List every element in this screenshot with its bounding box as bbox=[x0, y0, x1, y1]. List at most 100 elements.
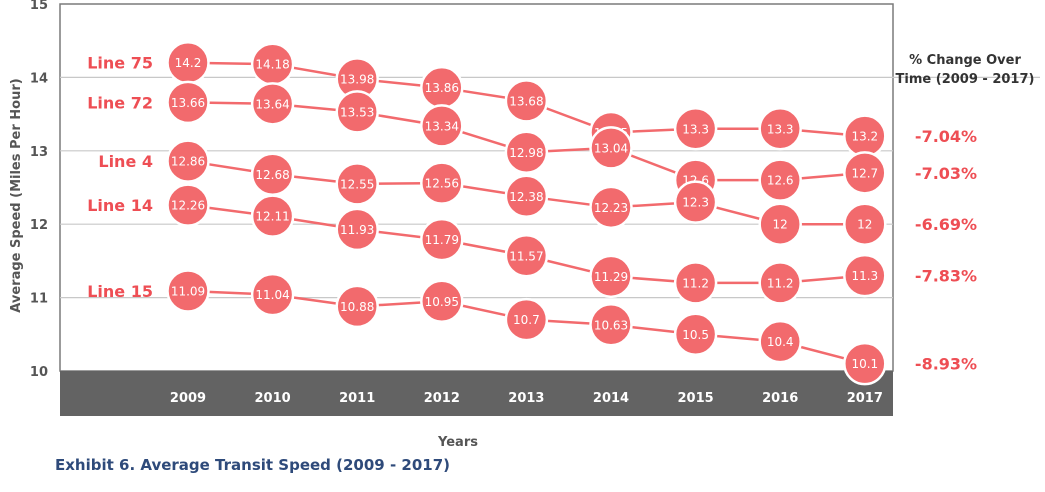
data-point bbox=[504, 174, 549, 219]
x-tick-label: 2009 bbox=[170, 391, 206, 406]
data-point bbox=[589, 303, 633, 347]
data-point bbox=[504, 297, 549, 342]
data-point bbox=[589, 254, 633, 299]
x-tick-label: 2014 bbox=[593, 391, 629, 406]
data-point bbox=[758, 261, 802, 305]
data-label: 12.26 bbox=[171, 199, 205, 213]
data-point bbox=[250, 82, 295, 126]
data-point bbox=[843, 202, 887, 246]
data-label: 12 bbox=[857, 218, 872, 232]
data-point bbox=[504, 234, 549, 278]
y-axis-title: Average Speed (Miles Per Hour) bbox=[9, 78, 24, 312]
data-label: 13.34 bbox=[425, 119, 459, 133]
x-axis-title: Years bbox=[437, 435, 478, 450]
data-label: 10.88 bbox=[340, 300, 374, 314]
y-tick-label: 12 bbox=[30, 218, 48, 233]
data-label: 13.3 bbox=[682, 122, 709, 136]
data-label: 13.53 bbox=[340, 105, 374, 119]
data-point bbox=[758, 319, 802, 364]
data-label: 13.98 bbox=[340, 72, 374, 86]
data-label: 14.2 bbox=[175, 56, 202, 70]
x-tick-label: 2013 bbox=[508, 391, 544, 406]
data-label: 12.7 bbox=[851, 166, 878, 180]
data-label: 13.04 bbox=[594, 141, 628, 155]
change-title-sub: Time (2009 - 2017) bbox=[896, 72, 1035, 87]
x-tick-label: 2017 bbox=[847, 391, 883, 406]
data-label: 11.79 bbox=[425, 233, 459, 247]
data-point bbox=[166, 80, 210, 125]
data-point bbox=[589, 185, 633, 230]
data-point bbox=[843, 253, 887, 298]
data-point bbox=[166, 139, 210, 183]
series-name-label: Line 15 bbox=[87, 282, 153, 301]
data-point bbox=[420, 217, 464, 262]
data-label: 12.3 bbox=[682, 196, 709, 210]
series-name-label: Line 4 bbox=[98, 152, 153, 171]
data-point bbox=[166, 269, 210, 313]
data-label: 12.98 bbox=[509, 146, 543, 160]
data-point bbox=[420, 104, 464, 148]
y-tick-label: 15 bbox=[30, 0, 48, 13]
data-point bbox=[420, 279, 464, 324]
change-value: -7.83% bbox=[915, 267, 977, 286]
data-point bbox=[504, 79, 549, 123]
data-label: 10.95 bbox=[425, 295, 459, 309]
x-tick-label: 2015 bbox=[678, 391, 714, 406]
data-point bbox=[843, 341, 887, 386]
change-value: -7.04% bbox=[915, 127, 977, 146]
data-label: 12.55 bbox=[340, 177, 374, 191]
data-point bbox=[504, 130, 549, 175]
data-label: 12.38 bbox=[509, 190, 543, 204]
data-label: 13.3 bbox=[767, 122, 794, 136]
y-tick-label: 13 bbox=[30, 145, 48, 160]
data-label: 14.18 bbox=[255, 58, 289, 72]
data-label: 12.86 bbox=[171, 155, 205, 169]
change-value: -7.03% bbox=[915, 164, 977, 183]
data-label: 11.29 bbox=[594, 270, 628, 284]
change-title: % Change Over bbox=[909, 53, 1021, 68]
data-point bbox=[758, 107, 802, 151]
data-point bbox=[420, 161, 464, 205]
data-label: 13.68 bbox=[509, 94, 543, 108]
data-label: 11.2 bbox=[767, 276, 794, 290]
data-point bbox=[673, 107, 718, 151]
x-tick-label: 2016 bbox=[762, 391, 798, 406]
series-name-label: Line 14 bbox=[87, 196, 153, 215]
data-label: 11.09 bbox=[171, 284, 205, 298]
data-point bbox=[335, 90, 379, 134]
y-tick-label: 14 bbox=[30, 71, 48, 86]
data-label: 10.7 bbox=[513, 313, 540, 327]
data-point bbox=[673, 180, 718, 224]
data-point bbox=[758, 202, 802, 246]
data-label: 12 bbox=[773, 218, 788, 232]
x-tick-label: 2010 bbox=[255, 391, 291, 406]
data-label: 11.93 bbox=[340, 223, 374, 237]
y-tick-label: 10 bbox=[30, 365, 48, 380]
data-label: 11.04 bbox=[255, 288, 289, 302]
data-point bbox=[250, 272, 295, 317]
data-label: 13.64 bbox=[255, 97, 289, 111]
data-point bbox=[673, 261, 718, 305]
data-point bbox=[673, 312, 718, 357]
series-name-label: Line 75 bbox=[87, 54, 153, 73]
data-label: 12.23 bbox=[594, 201, 628, 215]
data-label: 10.63 bbox=[594, 318, 628, 332]
data-label: 13.2 bbox=[851, 130, 878, 144]
x-tick-label: 2011 bbox=[339, 391, 375, 406]
x-tick-label: 2012 bbox=[424, 391, 460, 406]
data-label: 12.56 bbox=[425, 177, 459, 191]
data-label: 12.68 bbox=[255, 168, 289, 182]
data-label: 12.6 bbox=[767, 174, 794, 188]
data-label: 10.1 bbox=[851, 357, 878, 371]
chart: 10 11 12 13 14 15 2009 2010 2011 2012 2013 2014 2015… bbox=[9, 0, 1040, 450]
data-point bbox=[335, 207, 379, 252]
data-point bbox=[166, 183, 210, 227]
data-label: 12.11 bbox=[255, 210, 289, 224]
chart-caption: Exhibit 6. Average Transit Speed (2009 -… bbox=[55, 456, 451, 474]
data-label: 11.57 bbox=[509, 249, 543, 263]
data-label: 11.2 bbox=[682, 276, 709, 290]
data-label: 10.4 bbox=[767, 335, 794, 349]
data-point bbox=[843, 151, 887, 195]
x-axis-band bbox=[60, 371, 893, 416]
data-point bbox=[335, 162, 379, 206]
